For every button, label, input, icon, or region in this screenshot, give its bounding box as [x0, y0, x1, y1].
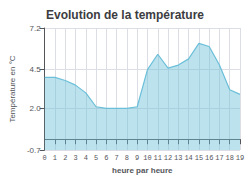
svg-text:8: 8	[125, 154, 129, 162]
svg-text:16: 16	[205, 154, 213, 162]
svg-text:5: 5	[94, 154, 98, 162]
svg-text:Evolution de la température: Evolution de la température	[46, 8, 204, 22]
svg-text:4: 4	[84, 154, 88, 162]
svg-text:13: 13	[174, 154, 182, 162]
svg-text:7.2: 7.2	[30, 24, 42, 33]
svg-text:10: 10	[143, 154, 151, 162]
svg-text:15: 15	[195, 154, 203, 162]
svg-text:0: 0	[43, 154, 47, 162]
svg-text:9: 9	[135, 154, 139, 162]
svg-text:6: 6	[104, 154, 108, 162]
svg-text:Température en °C: Température en °C	[8, 55, 17, 122]
svg-text:heure par heure: heure par heure	[112, 166, 173, 175]
svg-text:14: 14	[184, 154, 192, 162]
svg-text:12: 12	[164, 154, 172, 162]
svg-text:17: 17	[215, 154, 223, 162]
svg-text:1: 1	[53, 154, 57, 162]
svg-text:-0.7: -0.7	[27, 146, 41, 155]
svg-text:18: 18	[226, 154, 234, 162]
svg-text:2: 2	[63, 154, 67, 162]
svg-text:2.0: 2.0	[30, 104, 42, 113]
svg-text:7: 7	[115, 154, 119, 162]
svg-text:11: 11	[154, 154, 162, 162]
svg-text:19: 19	[236, 154, 244, 162]
svg-text:4.5: 4.5	[30, 65, 42, 74]
svg-text:3: 3	[73, 154, 77, 162]
